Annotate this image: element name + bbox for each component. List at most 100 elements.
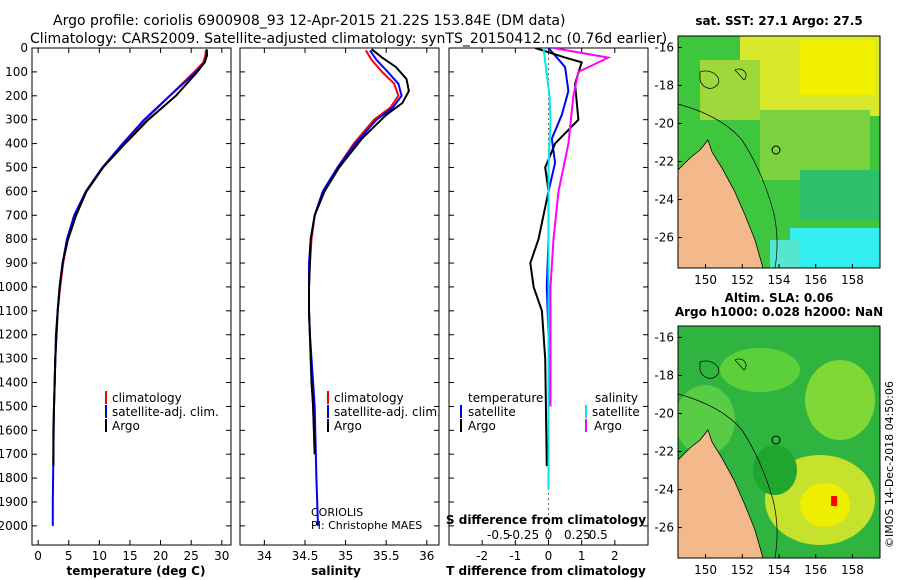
depth-tick-label: 1000 [0,280,28,294]
lat-tick-label: -26 [654,521,674,535]
lon-tick-label: 150 [694,563,717,577]
sla-reef-outline [699,358,747,379]
sst-map-title: sat. SST: 27.1 Argo: 27.5 [695,14,862,28]
header-line1: Argo profile: coriolis 6900908_93 12-Apr… [53,13,565,29]
salinity-diff-legend: salinity satellite Argo [585,391,640,433]
sla-argo-position-icon [771,435,781,445]
temperature-series [51,49,209,526]
sla-blob-2 [805,360,875,440]
annotation-coriolis: CORIOLIS [311,506,363,519]
salinity-series [308,48,410,526]
legend-label-climatology: climatology [112,391,182,405]
depth-tick-label: 1300 [0,352,28,366]
salinity-xlabel: salinity [311,564,361,578]
x-tick-label: 5 [65,549,73,563]
legend-label-s-argo: Argo [594,419,622,433]
annotation-pi: PI: Christophe MAES [311,519,422,532]
lon-tick-label: 152 [731,273,754,287]
depth-tick-label: 1900 [0,495,28,509]
temperature-plot-frame [31,47,232,546]
difference-series [529,48,612,545]
series-argo [308,48,410,455]
series-satellite-adj-clim- [308,49,403,526]
series-s-satellite [542,48,552,490]
series-s-argo [549,48,612,407]
temperature-diff-legend: temperature satellite Argo [460,391,543,433]
x-tick-label: 36 [419,549,434,563]
depth-tick-label: 700 [5,208,28,222]
sst-cyan-patch-edge [770,240,800,268]
depth-tick-label: 1500 [0,399,28,413]
depth-tick-label: 1200 [0,328,28,342]
lat-tick-label: -24 [654,193,674,207]
x-tick-label: 35.5 [373,549,400,563]
difference-xlabel-top: S difference from climatology [446,513,646,527]
x-tick-label: 15 [122,549,137,563]
lat-tick-label: -16 [654,330,674,344]
x-tick-label: 34.5 [292,549,319,563]
depth-tick-label: 100 [5,65,28,79]
salinity-panel: 34 34.5 35 35.5 36 salinity climatology sate… [239,47,441,578]
sla-marker-icon [831,496,838,506]
sla-coast-contour [678,393,778,558]
lat-tick-label: -22 [654,445,674,459]
depth-tick-label: 1100 [0,304,28,318]
sla-blob-6 [753,445,797,495]
legend-title-salinity: salinity [595,391,638,405]
legend-label-satellite: satellite-adj. clim. [112,405,219,419]
depth-tick-label: 200 [5,89,28,103]
lat-tick-label: -20 [654,406,674,420]
sla-blob-1 [720,348,800,392]
sst-cyan-patch [790,228,880,268]
sst-yellow-green-region [700,60,760,120]
lat-tick-label: -20 [654,116,674,130]
sst-map-lon-axis: 150 152 154 156 158 [694,264,864,287]
watermark: ©IMOS 14-Dec-2018 04:50:06 [883,381,896,548]
salinity-difference-ticks: -0.5-0.25 0 0.250.5 [487,528,608,542]
sst-argo-position-icon [771,145,781,155]
legend-label-t-argo: Argo [468,419,496,433]
sla-blob-3 [678,385,735,455]
s-tick-label: 0.5 [589,528,608,542]
sst-land [678,139,764,268]
legend-label-s-satellite: satellite [592,405,640,419]
temperature-xlabel: temperature (deg C) [67,564,206,578]
lon-tick-label: 156 [804,563,827,577]
salinity-depth-ticks [240,47,439,527]
x-tick-label: -2 [476,549,488,563]
sst-coast-contour [678,103,778,268]
x-tick-label: 35 [338,549,353,563]
depth-tick-label: 1800 [0,471,28,485]
difference-panel: -2 -1 0 1 2 T difference from climatology S … [446,47,649,578]
depth-tick-label: 500 [5,160,28,174]
depth-tick-label: 1700 [0,447,28,461]
sst-mid-region [760,110,870,180]
lat-tick-label: -26 [654,231,674,245]
x-tick-label: 0 [34,549,42,563]
lat-tick-label: -22 [654,155,674,169]
sla-blob-5 [800,483,850,527]
legend-label-climatology: climatology [334,391,404,405]
legend-title-temperature: temperature [468,391,543,405]
lat-tick-label: -16 [654,40,674,54]
depth-tick-label: 1400 [0,376,28,390]
lon-tick-label: 152 [731,563,754,577]
lon-tick-label: 154 [768,563,791,577]
temperature-panel: 0100200300400500600700800900100011001200… [0,41,232,578]
depth-tick-label: 2000 [0,519,28,533]
series-satellite-adj-clim- [51,50,209,526]
lat-tick-label: -24 [654,483,674,497]
lat-tick-label: -18 [654,368,674,382]
depth-tick-label: 400 [5,137,28,151]
sla-land [678,429,764,558]
header-line2: Climatology: CARS2009. Satellite-adjuste… [30,31,667,47]
difference-depth-ticks [449,47,648,527]
sla-map-subtitle: Argo h1000: 0.028 h2000: NaN [675,305,883,319]
temperature-legend: climatology satellite-adj. clim. Argo [105,391,219,433]
legend-label-satellite: satellite-adj. clim. [334,405,441,419]
temperature-x-axis: 0 5 10 15 20 25 30 [34,48,229,563]
sla-map: Altim. SLA: 0.06 Argo h1000: 0.028 h2000… [654,291,883,577]
depth-tick-label: 800 [5,232,28,246]
legend-label-argo: Argo [334,419,362,433]
